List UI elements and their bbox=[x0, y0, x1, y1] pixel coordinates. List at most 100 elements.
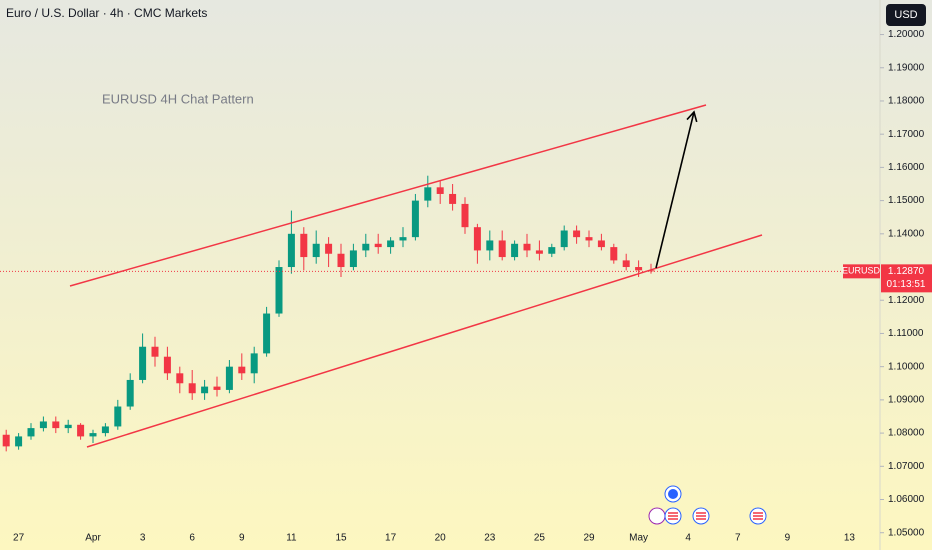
x-tick-label: 4 bbox=[685, 533, 691, 544]
x-tick-label: 20 bbox=[435, 533, 447, 544]
y-tick-label: 1.20000 bbox=[888, 29, 925, 40]
y-tick-label: 1.14000 bbox=[888, 228, 925, 239]
x-tick-label: May bbox=[629, 533, 648, 544]
x-tick-label: 11 bbox=[286, 533, 297, 544]
candle-body bbox=[39, 421, 47, 429]
x-tick-label: 9 bbox=[785, 533, 791, 544]
candle-body bbox=[263, 313, 271, 354]
candle-body bbox=[27, 428, 35, 437]
candle-body bbox=[101, 426, 109, 434]
x-tick-label: 13 bbox=[844, 533, 856, 544]
candle-body bbox=[635, 267, 643, 271]
candle-body bbox=[535, 250, 543, 254]
y-tick-label: 1.07000 bbox=[888, 461, 925, 472]
candle-body bbox=[201, 386, 209, 394]
x-tick-label: 27 bbox=[13, 533, 25, 544]
candle-body bbox=[473, 227, 481, 251]
y-tick-label: 1.08000 bbox=[888, 428, 925, 439]
candle-body bbox=[225, 366, 233, 390]
y-tick-label: 1.16000 bbox=[888, 162, 925, 173]
y-tick-label: 1.17000 bbox=[888, 129, 925, 140]
candle-body bbox=[597, 240, 605, 248]
countdown: 01:13:51 bbox=[887, 279, 926, 290]
y-tick-label: 1.05000 bbox=[888, 527, 925, 538]
candle-body bbox=[560, 230, 568, 248]
candle-body bbox=[523, 243, 531, 251]
candle-body bbox=[287, 233, 295, 268]
projection-arrow bbox=[655, 110, 698, 269]
x-tick-label: 9 bbox=[239, 533, 245, 544]
candle-body bbox=[126, 379, 134, 407]
y-tick-label: 1.19000 bbox=[888, 62, 925, 73]
candle-body bbox=[2, 434, 10, 447]
y-tick-label: 1.15000 bbox=[888, 195, 925, 206]
x-tick-label: 15 bbox=[335, 533, 347, 544]
candle-body bbox=[163, 356, 171, 374]
candle-body bbox=[585, 237, 593, 241]
y-tick-label: 1.18000 bbox=[888, 96, 925, 107]
x-tick-label: 29 bbox=[583, 533, 595, 544]
candle-body bbox=[52, 421, 60, 429]
symbol-label: EURUSD bbox=[842, 266, 881, 276]
candle-body bbox=[622, 260, 630, 268]
y-tick-label: 1.06000 bbox=[888, 494, 925, 505]
y-tick-label: 1.11000 bbox=[888, 328, 924, 339]
candle-body bbox=[573, 230, 581, 238]
candle-body bbox=[213, 386, 221, 390]
candle-body bbox=[188, 383, 196, 394]
annotation: EURUSD 4H Chat Pattern bbox=[102, 91, 254, 106]
candle-body bbox=[15, 436, 23, 447]
x-tick-label: 23 bbox=[484, 533, 496, 544]
candle-body bbox=[275, 267, 283, 314]
candle-body bbox=[349, 250, 357, 268]
x-tick-label: 6 bbox=[189, 533, 195, 544]
candle-body bbox=[610, 247, 618, 261]
candle-body bbox=[114, 406, 122, 427]
candle-body bbox=[337, 253, 345, 268]
candle-body bbox=[139, 346, 147, 380]
chart-title: Euro / U.S. Dollar · 4h · CMC Markets bbox=[6, 6, 207, 20]
candle-body bbox=[176, 373, 184, 384]
x-tick-label: 17 bbox=[385, 533, 397, 544]
currency-label[interactable]: USD bbox=[894, 9, 917, 21]
price-badge bbox=[881, 264, 932, 293]
candle-body bbox=[511, 243, 519, 258]
channel-upper bbox=[69, 104, 707, 287]
candle-body bbox=[77, 424, 85, 437]
plot: 1.20000 1.19000 1.18000 1.17000 1.16000 1.150… bbox=[0, 29, 925, 544]
candle-body bbox=[250, 353, 258, 374]
candle-body bbox=[89, 433, 97, 437]
candle-body bbox=[238, 366, 246, 374]
candle-body bbox=[374, 243, 382, 248]
y-tick-label: 1.09000 bbox=[888, 395, 925, 406]
candle-body bbox=[548, 247, 556, 254]
candle-body bbox=[325, 243, 333, 254]
last-price-label: 1.12870 bbox=[888, 266, 925, 277]
x-tick-label: 3 bbox=[140, 533, 146, 544]
candle-body bbox=[399, 237, 407, 241]
event-icons bbox=[648, 485, 767, 525]
candle-body bbox=[312, 243, 320, 258]
candle-body bbox=[449, 193, 457, 204]
y-tick-label: 1.10000 bbox=[888, 361, 925, 372]
x-tick-label: 25 bbox=[534, 533, 546, 544]
x-tick-label: 7 bbox=[735, 533, 741, 544]
candle-body bbox=[64, 424, 72, 429]
candle-body bbox=[411, 200, 419, 238]
candle-body bbox=[436, 187, 444, 194]
candle-body bbox=[151, 346, 159, 357]
symbol-badge bbox=[843, 264, 880, 279]
candle-body bbox=[424, 187, 432, 201]
currency-button[interactable] bbox=[886, 4, 926, 26]
candle-body bbox=[300, 233, 308, 258]
y-tick-label: 1.12000 bbox=[888, 295, 925, 306]
x-tick-label: Apr bbox=[85, 533, 101, 544]
channel-lower bbox=[86, 234, 763, 448]
candle-body bbox=[362, 243, 370, 251]
candle-body bbox=[498, 240, 506, 258]
candle-body bbox=[486, 240, 494, 251]
candle-body bbox=[461, 203, 469, 228]
candle-body bbox=[387, 240, 395, 248]
